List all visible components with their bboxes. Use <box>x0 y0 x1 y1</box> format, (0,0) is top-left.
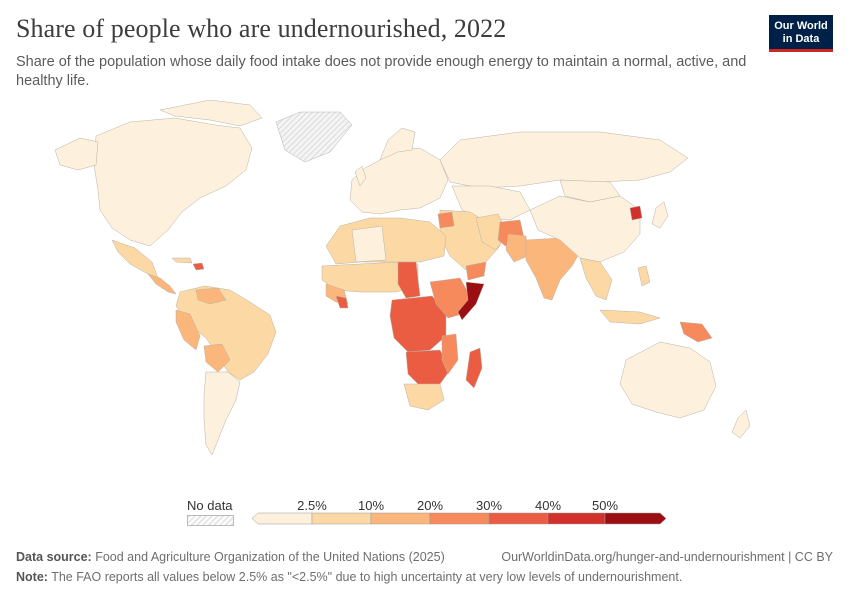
legend-tick-label: 30% <box>475 498 503 513</box>
region-philippines[interactable] <box>637 265 651 287</box>
owid-logo[interactable]: Our World in Data <box>769 15 833 52</box>
source-text: Food and Agriculture Organization of the… <box>95 550 445 564</box>
legend-bin[interactable] <box>547 512 606 525</box>
legend-tick-label: 2.5% <box>297 498 327 513</box>
legend-bin[interactable] <box>488 512 549 525</box>
page-subtitle: Share of the population whose daily food… <box>16 54 747 89</box>
region-bolivia[interactable] <box>203 343 231 373</box>
legend-bin[interactable] <box>429 512 490 525</box>
region-russia[interactable] <box>439 131 689 189</box>
region-peru[interactable] <box>175 309 201 351</box>
region-cuba[interactable] <box>171 257 193 264</box>
legend-bin[interactable] <box>370 512 431 525</box>
legend-bin[interactable] <box>604 512 666 525</box>
legend-tick-label: 10% <box>357 498 385 513</box>
region-south-africa[interactable] <box>403 383 445 411</box>
logo-line-1: Our World <box>774 20 828 32</box>
region-north-korea[interactable] <box>629 205 643 221</box>
region-scandinavia[interactable] <box>379 127 416 161</box>
region-canada-islands[interactable] <box>159 100 263 127</box>
legend-tick-label: 40% <box>534 498 562 513</box>
footer-source: Data source: Food and Agriculture Organi… <box>16 550 445 564</box>
region-north-africa[interactable] <box>325 217 447 265</box>
region-papua-new-guinea[interactable] <box>679 321 713 343</box>
legend-bin[interactable] <box>311 512 372 525</box>
legend: No data 2.5% 10% 20% 30% 40% 50% <box>0 498 850 534</box>
region-southern-cone[interactable] <box>203 371 241 456</box>
page-title: Share of people who are undernourished, … <box>16 14 507 43</box>
legend-tick-label: 20% <box>416 498 444 513</box>
region-mozambique[interactable] <box>441 333 459 375</box>
region-china[interactable] <box>529 195 641 263</box>
region-southeast-asia[interactable] <box>579 257 613 301</box>
world-map <box>54 100 751 456</box>
region-uk[interactable] <box>354 165 367 187</box>
region-japan[interactable] <box>651 201 669 229</box>
logo-line-2: in Data <box>782 33 820 45</box>
region-central-asia[interactable] <box>451 185 531 221</box>
legend-color-bar <box>251 512 666 525</box>
region-mexico[interactable] <box>111 239 159 279</box>
region-yemen[interactable] <box>465 261 487 281</box>
legend-tick-label: 50% <box>591 498 619 513</box>
region-venezuela[interactable] <box>195 287 227 305</box>
legend-no-data-swatch <box>187 515 234 526</box>
region-somalia[interactable] <box>457 281 485 321</box>
region-central-america[interactable] <box>147 273 177 295</box>
note-text: The FAO reports all values below 2.5% as… <box>51 570 683 584</box>
region-chad[interactable] <box>397 261 421 299</box>
region-pakistan[interactable] <box>505 233 529 263</box>
region-north-america[interactable] <box>93 117 253 247</box>
region-alaska[interactable] <box>54 137 99 171</box>
region-greenland[interactable] <box>275 111 353 163</box>
region-madagascar[interactable] <box>465 347 483 389</box>
note-label: Note: <box>16 570 48 584</box>
region-indonesia[interactable] <box>599 309 661 325</box>
legend-bin[interactable] <box>251 512 313 525</box>
region-australia[interactable] <box>619 341 717 419</box>
region-new-zealand[interactable] <box>731 409 751 439</box>
footer-note: Note: The FAO reports all values below 2… <box>16 570 682 584</box>
source-url[interactable]: OurWorldinData.org/hunger-and-undernouri… <box>501 550 833 564</box>
region-haiti[interactable] <box>192 262 205 271</box>
region-algeria-libya[interactable] <box>351 225 387 263</box>
legend-no-data-label: No data <box>187 498 233 513</box>
region-liberia[interactable] <box>335 295 349 309</box>
region-syria[interactable] <box>437 211 455 229</box>
source-label: Data source: <box>16 550 92 564</box>
region-europe[interactable] <box>349 147 449 215</box>
